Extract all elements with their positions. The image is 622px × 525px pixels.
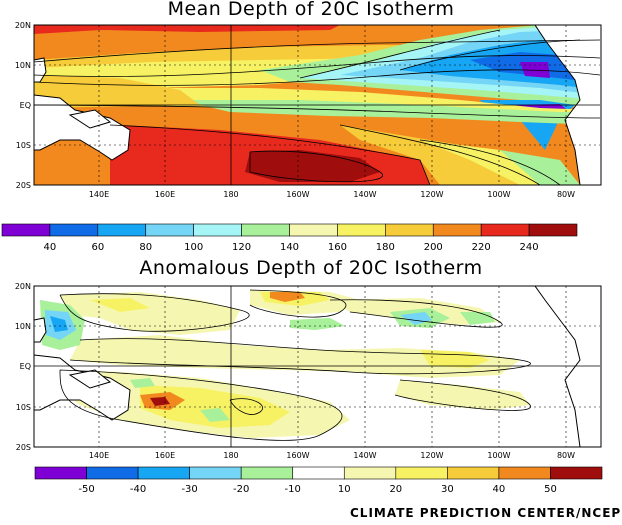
map2-colorbar-swatch bbox=[240, 466, 294, 480]
map2-colorbar-swatch bbox=[343, 466, 397, 480]
map2: 20N 10N EQ 10S 20S 140E 160E 180 160W 14… bbox=[15, 282, 602, 460]
map1-colorbar-swatch bbox=[97, 223, 147, 237]
map2-lat-20s: 20S bbox=[16, 443, 31, 452]
map2-lat-labels: 20N 10N EQ 10S 20S bbox=[15, 282, 31, 452]
map1-colorbar-swatch bbox=[385, 223, 434, 237]
map1-colorbar-label: 180 bbox=[376, 242, 395, 253]
map2-colorbar-swatch bbox=[292, 466, 345, 480]
map2-colorbar-label: -40 bbox=[130, 484, 146, 495]
map1-lat-eq: EQ bbox=[20, 101, 31, 110]
map2-lat-10n: 10N bbox=[15, 322, 31, 331]
map2-colorbar-swatch bbox=[34, 466, 87, 480]
map2-colorbar-swatch bbox=[447, 466, 500, 480]
map2-lat-eq: EQ bbox=[20, 362, 31, 371]
map1-lon-100w: 100W bbox=[487, 190, 510, 199]
map1-lon-140e: 140E bbox=[89, 190, 109, 199]
map1-lon-160w: 160W bbox=[286, 190, 309, 199]
map2-colorbar-label: -50 bbox=[78, 484, 94, 495]
map1-lon-80w: 80W bbox=[557, 190, 575, 199]
map1-colorbar-label: 240 bbox=[520, 242, 539, 253]
map2-lon-140e: 140E bbox=[89, 451, 109, 460]
map1-colorbar-label: 80 bbox=[139, 242, 152, 253]
map2-lon-180: 180 bbox=[223, 451, 238, 460]
map1-colorbar-swatch bbox=[528, 223, 578, 237]
map2-frame bbox=[33, 285, 602, 448]
map1-colorbar-label: 60 bbox=[91, 242, 104, 253]
map1-colorbar-swatch bbox=[49, 223, 99, 237]
map2-contours bbox=[59, 289, 531, 441]
map1-colorbar-label: 40 bbox=[44, 242, 57, 253]
map1-colorbar-label: 160 bbox=[328, 242, 347, 253]
map1-colorbar-label: 220 bbox=[472, 242, 491, 253]
map2-lon-120w: 120W bbox=[420, 451, 443, 460]
map2-colorbar-label: -10 bbox=[285, 484, 301, 495]
map1-colorbar-label: 140 bbox=[280, 242, 299, 253]
map2-lat-10s: 10S bbox=[16, 403, 31, 412]
map1-contours bbox=[34, 29, 601, 185]
map2-colorbar-label: 20 bbox=[389, 484, 402, 495]
map2-colorbar: -50 -40 -30 -20 -10 10 20 30 40 50 bbox=[34, 466, 603, 495]
map1-title: Mean Depth of 20C Isotherm bbox=[167, 0, 455, 20]
map1-colorbar-swatch bbox=[432, 223, 482, 237]
map2-lon-140w: 140W bbox=[353, 451, 376, 460]
map1-lon-120w: 120W bbox=[420, 190, 443, 199]
map2-colorbar-label: 10 bbox=[338, 484, 351, 495]
map2-lat-20n: 20N bbox=[15, 282, 31, 291]
map1-colorbar-swatch bbox=[241, 223, 290, 237]
map2-colorbar-swatch bbox=[137, 466, 190, 480]
map1-lon-180: 180 bbox=[223, 190, 238, 199]
map2-colorbar-swatch bbox=[86, 466, 139, 480]
map2-colorbar-swatch bbox=[395, 466, 448, 480]
map1-colorbar-label: 120 bbox=[232, 242, 251, 253]
map1-lat-10n: 10N bbox=[15, 61, 31, 70]
map2-colorbar-label: 30 bbox=[441, 484, 454, 495]
map2-colorbar-label: 50 bbox=[544, 484, 557, 495]
map2-lon-100w: 100W bbox=[487, 451, 510, 460]
map1-lon-labels: 140E 160E 180 160W 140W 120W 100W 80W bbox=[89, 190, 575, 199]
map1-colorbar-swatch bbox=[480, 223, 530, 237]
map1-colorbar-swatch bbox=[145, 223, 194, 237]
map1-lat-20n: 20N bbox=[15, 21, 31, 30]
map2-colorbar-label: -30 bbox=[181, 484, 197, 495]
map1-colorbar-swatch bbox=[289, 223, 338, 237]
map1-field bbox=[34, 25, 601, 185]
map1-axes-lines bbox=[34, 25, 600, 185]
map1-colorbar-label: 200 bbox=[424, 242, 443, 253]
map1-lat-20s: 20S bbox=[16, 181, 31, 190]
credit-text: CLIMATE PREDICTION CENTER/NCEP bbox=[350, 506, 622, 520]
map2-colorbar-swatch bbox=[550, 466, 603, 480]
map1-colorbar-label: 100 bbox=[184, 242, 203, 253]
map2-lon-160e: 160E bbox=[155, 451, 175, 460]
map2-grid bbox=[34, 286, 600, 447]
map1-lat-labels: 20N 10N EQ 10S 20S bbox=[15, 21, 31, 190]
map1: 20N 10N EQ 10S 20S 140E 160E 180 160W 14… bbox=[15, 21, 602, 199]
map2-colorbar-swatch bbox=[498, 466, 551, 480]
map2-colorbar-label: -20 bbox=[233, 484, 249, 495]
map1-colorbar-swatch bbox=[193, 223, 242, 237]
map1-colorbar: 40 60 80 100 120 140 160 180 200 220 240 bbox=[1, 223, 578, 253]
map1-lon-160e: 160E bbox=[155, 190, 175, 199]
map1-lat-10s: 10S bbox=[16, 141, 31, 150]
map2-title: Anomalous Depth of 20C Isotherm bbox=[139, 257, 483, 279]
map1-colorbar-swatch bbox=[337, 223, 386, 237]
map1-colorbar-swatch bbox=[1, 223, 51, 237]
map2-axes-lines bbox=[34, 286, 600, 447]
map2-lon-160w: 160W bbox=[286, 451, 309, 460]
map2-colorbar-swatch bbox=[189, 466, 242, 480]
map2-lon-80w: 80W bbox=[557, 451, 575, 460]
map2-lon-labels: 140E 160E 180 160W 140W 120W 100W 80W bbox=[89, 451, 575, 460]
map1-frame bbox=[33, 24, 602, 186]
map1-lon-140w: 140W bbox=[353, 190, 376, 199]
map2-colorbar-label: 40 bbox=[493, 484, 506, 495]
